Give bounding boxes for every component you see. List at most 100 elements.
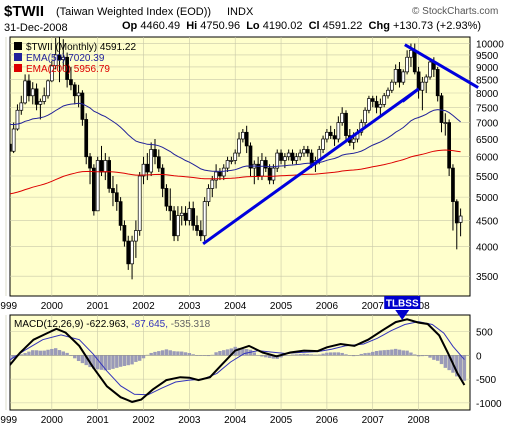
macd-histogram-bar bbox=[27, 351, 31, 356]
tlbss-label: TLBSS bbox=[386, 299, 419, 310]
price-tick-label: 3500 bbox=[476, 272, 499, 283]
candle-body bbox=[374, 101, 379, 108]
candle-body bbox=[176, 215, 180, 237]
macd-histogram-bar bbox=[168, 350, 172, 356]
macd-histogram-bar bbox=[10, 355, 12, 361]
macd-histogram-bar bbox=[92, 355, 96, 369]
candle-body bbox=[351, 138, 356, 143]
macd-histogram-bar bbox=[340, 352, 344, 356]
candle-body bbox=[88, 156, 92, 169]
candle-body bbox=[302, 149, 306, 154]
macd-histogram-bar bbox=[378, 350, 383, 356]
candle-body bbox=[214, 171, 218, 181]
macd-histogram-bar bbox=[122, 355, 127, 366]
candle-body bbox=[439, 95, 444, 123]
macd-histogram-bar bbox=[443, 355, 448, 368]
candle-body bbox=[309, 152, 314, 165]
candle-body bbox=[80, 92, 85, 120]
candle-body bbox=[38, 101, 43, 105]
macd-histogram-bar bbox=[34, 350, 39, 356]
macd-x-tick-label: 2003 bbox=[178, 415, 201, 426]
macd-histogram-bar bbox=[302, 353, 306, 356]
macd-histogram-bar bbox=[138, 355, 142, 361]
candle-body bbox=[290, 152, 295, 161]
macd-histogram-bar bbox=[241, 348, 245, 356]
macd-histogram-bar bbox=[95, 355, 100, 370]
price-x-tick-label: 2003 bbox=[178, 301, 201, 312]
candle-body bbox=[393, 69, 398, 83]
candle-body bbox=[405, 56, 409, 73]
watermark: © StockCharts.com bbox=[412, 6, 499, 17]
macd-legend: MACD(12,26,9) -622.963, -87.645, -535.31… bbox=[14, 319, 211, 330]
legend-label: $TWII (Monthly) 4591.22 bbox=[26, 42, 136, 53]
price-x-tick-label: 2001 bbox=[87, 301, 110, 312]
candle-body bbox=[263, 160, 268, 169]
macd-histogram-bar bbox=[214, 352, 218, 356]
candle-body bbox=[76, 92, 81, 97]
macd-histogram-bar bbox=[306, 354, 310, 356]
candle-body bbox=[286, 152, 291, 158]
candle-body bbox=[126, 240, 131, 265]
candle-body bbox=[210, 179, 215, 189]
macd-x-tick-label: 1999 bbox=[0, 415, 18, 426]
macd-histogram-bar bbox=[264, 355, 268, 358]
price-tick-label: 6000 bbox=[476, 153, 499, 164]
macd-histogram-bar bbox=[374, 350, 379, 356]
macd-histogram-bar bbox=[336, 352, 341, 356]
macd-histogram-bar bbox=[107, 355, 111, 370]
candle-body bbox=[237, 138, 241, 154]
trendline bbox=[401, 87, 420, 103]
candle-body bbox=[10, 143, 12, 152]
candle-body bbox=[443, 122, 448, 124]
candle-body bbox=[57, 54, 62, 60]
high-value: 4750.96 bbox=[200, 20, 241, 32]
macd-histogram-bar bbox=[187, 353, 192, 356]
candle-body bbox=[137, 175, 142, 231]
candle-body bbox=[382, 95, 387, 105]
macd-x-tick-label: 2004 bbox=[224, 415, 247, 426]
open-label: Op bbox=[122, 20, 138, 32]
candle-body bbox=[84, 119, 89, 158]
candle-body bbox=[397, 69, 402, 83]
macd-histogram-bar bbox=[313, 354, 318, 356]
macd-legend-macd: MACD(12,26,9) -622.963, bbox=[14, 319, 131, 330]
chart-name: (Taiwan Weighted Index (EOD)) bbox=[56, 6, 212, 18]
candle-body bbox=[370, 98, 375, 102]
candle-body bbox=[153, 149, 157, 158]
macd-histogram-bar bbox=[76, 355, 81, 362]
macd-histogram-bar bbox=[225, 349, 230, 356]
price-tick-label: 7000 bbox=[476, 119, 499, 130]
macd-histogram-bar bbox=[118, 355, 123, 367]
trendline bbox=[404, 43, 479, 89]
candle-body bbox=[145, 163, 150, 173]
price-tick-label: 5500 bbox=[476, 172, 499, 183]
candle-body bbox=[367, 98, 371, 111]
legend-swatch bbox=[14, 42, 22, 50]
macd-histogram-bar bbox=[103, 355, 108, 371]
macd-histogram-bar bbox=[134, 355, 138, 362]
macd-histogram-bar bbox=[382, 350, 386, 356]
candle-body bbox=[240, 131, 245, 140]
macd-histogram-bar bbox=[115, 355, 119, 368]
macd-histogram-bar bbox=[283, 355, 287, 356]
price-tick-label: 4500 bbox=[476, 216, 499, 227]
candle-body bbox=[111, 188, 115, 194]
macd-histogram-bar bbox=[462, 355, 467, 381]
macd-histogram-bar bbox=[19, 354, 23, 356]
candle-body bbox=[46, 80, 50, 97]
macd-histogram-bar bbox=[363, 353, 367, 356]
close-value: 4591.22 bbox=[322, 20, 363, 32]
candle-body bbox=[328, 131, 333, 136]
macd-histogram-bar bbox=[180, 351, 184, 356]
candle-body bbox=[244, 131, 249, 147]
macd-tick-label: 0 bbox=[476, 351, 482, 362]
macd-histogram-bar bbox=[401, 350, 405, 356]
macd-histogram-bar bbox=[183, 352, 188, 356]
candle-body bbox=[202, 201, 207, 237]
candle-body bbox=[386, 89, 390, 97]
change-value: +130.73 (+2.93%) bbox=[393, 20, 482, 32]
candle-body bbox=[447, 122, 451, 169]
candle-body bbox=[229, 160, 234, 162]
macd-x-tick-label: 2002 bbox=[132, 415, 155, 426]
macd-plot-area bbox=[10, 318, 470, 403]
